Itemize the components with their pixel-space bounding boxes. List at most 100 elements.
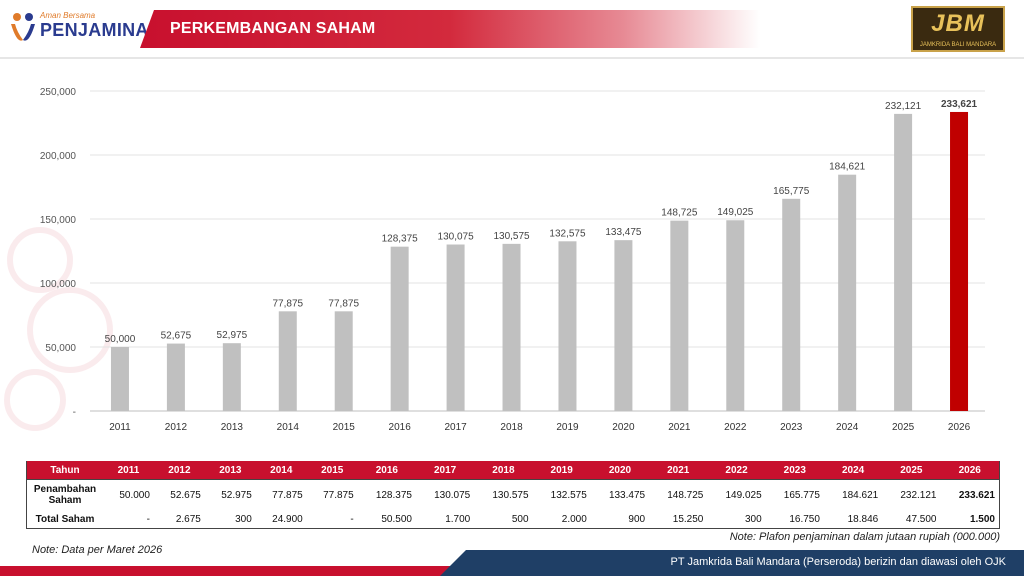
logo-name: PENJAMINAN [40, 20, 163, 40]
table-row-label: Total Saham [26, 510, 103, 529]
bar-2012 [166, 343, 185, 411]
table-cell: 165.775 [765, 479, 824, 510]
bar-2014 [278, 311, 297, 411]
table-year-header: 2021 [649, 461, 708, 480]
y-tick-label: 200,000 [40, 151, 77, 162]
x-tick-label: 2023 [780, 422, 803, 433]
table-cell: 232.121 [882, 479, 941, 510]
table-cell: 1.700 [415, 510, 475, 529]
data-label-2020: 133,475 [605, 227, 642, 238]
table-cell: 184.621 [823, 479, 883, 510]
table-cell: - [306, 510, 358, 529]
table-year-header: 2023 [765, 461, 824, 480]
y-tick-label: 50,000 [45, 343, 76, 354]
table-year-header: 2018 [474, 461, 533, 480]
table-cell: 15.250 [649, 510, 708, 529]
x-tick-label: 2012 [165, 422, 188, 433]
table-row: Penambahan Saham 50.000 52.675 52.975 77.875… [26, 479, 1000, 510]
table-year-header: 2011 [103, 461, 154, 480]
data-label-2019: 132,575 [549, 228, 586, 239]
data-label-2018: 130,575 [493, 231, 530, 242]
table-year-header: 2015 [306, 461, 358, 480]
table-cell: 500 [474, 510, 533, 529]
x-tick-label: 2013 [221, 422, 244, 433]
title-band: PERKEMBANGAN SAHAM [140, 10, 760, 48]
bar-2018 [502, 243, 521, 411]
table-cell: 900 [590, 510, 650, 529]
x-tick-label: 2026 [948, 422, 971, 433]
table-year-header: 2020 [590, 461, 650, 480]
table-cell: 133.475 [590, 479, 650, 510]
data-label-2025: 232,121 [885, 101, 922, 112]
table-cell: 2.675 [153, 510, 205, 529]
footer: PT Jamkrida Bali Mandara (Perseroda) ber… [0, 550, 1024, 576]
x-tick-label: 2014 [277, 422, 300, 433]
x-tick-label: 2025 [892, 422, 915, 433]
data-label-2015: 77,875 [328, 298, 359, 309]
table-header-row: Tahun 2011 2012 2013 2014 2015 2016 2017 2018 201… [26, 461, 1000, 480]
table-cell: 300 [204, 510, 256, 529]
table-cell: 130.075 [415, 479, 475, 510]
table-cell: 300 [707, 510, 766, 529]
bar-2016 [390, 246, 409, 411]
data-label-2011: 50,000 [105, 334, 136, 345]
table-cell: 16.750 [765, 510, 824, 529]
table-cell: 50.000 [103, 479, 154, 510]
header-divider [0, 57, 1024, 59]
table-year-header: 2025 [882, 461, 941, 480]
bar-2021 [670, 220, 689, 411]
x-tick-label: 2018 [500, 422, 523, 433]
header: Aman Bersama PENJAMINAN PERKEMBANGAN SAH… [0, 0, 1024, 56]
table-cell: 77.875 [306, 479, 358, 510]
table-cell: 18.846 [823, 510, 883, 529]
table-row: Total Saham -2.675 300 24.900-50.500 1.700 50… [26, 510, 1000, 529]
bar-2024 [838, 174, 857, 411]
table-cell: - [103, 510, 154, 529]
table-cell: 149.025 [707, 479, 766, 510]
table-year-header: 2017 [415, 461, 475, 480]
x-tick-label: 2016 [389, 422, 412, 433]
y-tick-label: 250,000 [40, 87, 77, 98]
table-cell: 77.875 [255, 479, 307, 510]
table-year-header: 2022 [707, 461, 766, 480]
data-label-2022: 149,025 [717, 207, 754, 218]
bar-2022 [726, 220, 745, 411]
bar-2019 [558, 241, 577, 411]
footer-blue-band: PT Jamkrida Bali Mandara (Perseroda) ber… [440, 550, 1024, 576]
ornament-decoration-icon [4, 227, 113, 431]
x-tick-label: 2020 [612, 422, 635, 433]
data-label-2024: 184,621 [829, 162, 866, 173]
table-cell: 50.500 [357, 510, 416, 529]
table-cell: 24.900 [255, 510, 307, 529]
bar-2011 [110, 347, 129, 411]
bar-2023 [782, 198, 801, 411]
table-year-header: 2013 [204, 461, 256, 480]
data-label-2023: 165,775 [773, 186, 810, 197]
jbm-logo-text: JBM [931, 10, 985, 37]
table-cell: 128.375 [357, 479, 416, 510]
share-growth-chart: - 50,000 100,000 150,000 200,000 250,000 50,0… [40, 87, 985, 433]
page-title: PERKEMBANGAN SAHAM [170, 20, 376, 37]
data-label-2014: 77,875 [272, 298, 303, 309]
data-label-2016: 128,375 [382, 234, 419, 245]
table-cell: 52.675 [153, 479, 205, 510]
y-tick-label: - [73, 407, 76, 418]
table-year-header: 2016 [357, 461, 416, 480]
table-year-header: 2014 [255, 461, 307, 480]
data-label-2021: 148,725 [661, 208, 698, 219]
bar-2017 [446, 244, 465, 411]
y-tick-label: 100,000 [40, 279, 77, 290]
data-label-2013: 52,975 [217, 330, 248, 341]
bar-2025 [894, 113, 913, 411]
bar-2020 [614, 240, 633, 411]
x-tick-label: 2021 [668, 422, 691, 433]
bar-2015 [334, 311, 353, 411]
table-cell: 130.575 [474, 479, 533, 510]
note-data-date: Note: Data per Maret 2026 [32, 544, 163, 556]
penjaminan-logo: Aman Bersama PENJAMINAN [8, 6, 162, 48]
jbm-logo-subtext: JAMKRIDA BALI MANDARA [919, 42, 997, 48]
logo-tagline: Aman Bersama [40, 11, 96, 20]
footer-text: PT Jamkrida Bali Mandara (Perseroda) ber… [670, 556, 1006, 568]
table-header-label: Tahun [26, 461, 103, 480]
jbm-logo: JBM JAMKRIDA BALI MANDARA [911, 6, 1005, 52]
